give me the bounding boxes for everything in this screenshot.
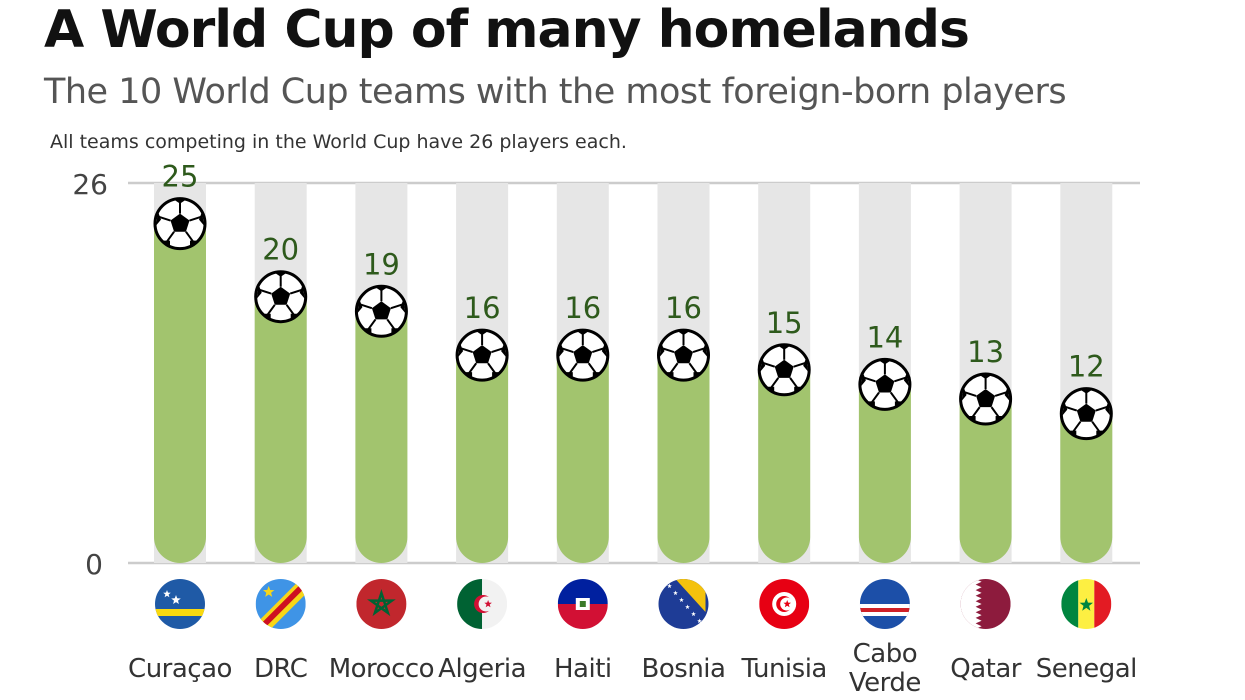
category-label-morocco: Morocco bbox=[329, 654, 434, 684]
senegal-flag-icon bbox=[1061, 579, 1112, 629]
category-label-senegal: Senegal bbox=[1036, 654, 1137, 684]
haiti-flag-icon bbox=[557, 579, 608, 629]
chart-title: A World Cup of many homelands bbox=[44, 0, 970, 60]
bar-haiti bbox=[556, 329, 609, 563]
category-label-cura-ao: Curaçao bbox=[128, 654, 232, 684]
value-label-haiti: 16 bbox=[564, 291, 601, 325]
soccer-ball-icon bbox=[556, 328, 610, 382]
value-label-cabo-verde: 14 bbox=[866, 320, 903, 354]
category-label-tunisia: Tunisia bbox=[741, 654, 827, 684]
value-label-drc: 20 bbox=[262, 233, 299, 267]
value-label-tunisia: 15 bbox=[766, 306, 803, 340]
value-label-senegal: 12 bbox=[1068, 350, 1105, 384]
soccer-ball-icon bbox=[153, 197, 207, 251]
bar-drc bbox=[254, 270, 307, 563]
drc-flag-icon bbox=[255, 579, 306, 629]
category-label-cabo-verde: Cabo Verde bbox=[849, 639, 921, 698]
bar-algeria bbox=[456, 329, 509, 563]
qatar-flag-icon bbox=[960, 579, 1011, 629]
value-label-bosnia: 16 bbox=[665, 291, 702, 325]
value-label-algeria: 16 bbox=[464, 291, 501, 325]
tunisia-flag-icon bbox=[759, 579, 810, 629]
soccer-ball-icon bbox=[455, 328, 509, 382]
bar-tunisia bbox=[758, 343, 811, 563]
category-label-qatar: Qatar bbox=[950, 654, 1022, 684]
soccer-ball-icon bbox=[1059, 387, 1113, 441]
chart-subtitle: The 10 World Cup teams with the most for… bbox=[44, 72, 1067, 112]
morocco-flag-icon bbox=[356, 579, 407, 629]
bar-cura-ao bbox=[154, 197, 206, 563]
y-tick-label-min: 0 bbox=[85, 548, 103, 581]
curacao-flag-icon bbox=[155, 579, 205, 629]
value-label-morocco: 19 bbox=[363, 247, 400, 281]
soccer-ball-icon bbox=[858, 357, 912, 411]
soccer-ball-icon bbox=[959, 372, 1013, 426]
algeria-flag-icon bbox=[457, 579, 508, 629]
bar-bosnia bbox=[657, 329, 710, 563]
cabo-verde-flag-icon bbox=[859, 579, 910, 629]
category-label-haiti: Haiti bbox=[554, 654, 612, 684]
bosnia-flag-icon bbox=[658, 579, 709, 629]
y-tick-label-max: 26 bbox=[72, 168, 108, 201]
value-label-qatar: 13 bbox=[967, 335, 1004, 369]
category-label-bosnia: Bosnia bbox=[642, 654, 726, 684]
bar-morocco bbox=[355, 285, 408, 563]
value-label-cura-ao: 25 bbox=[162, 160, 199, 194]
category-label-drc: DRC bbox=[254, 654, 307, 684]
soccer-ball-icon bbox=[254, 270, 308, 324]
chart-note: All teams competing in the World Cup hav… bbox=[50, 131, 627, 153]
bar-cabo-verde bbox=[858, 358, 911, 563]
category-label-algeria: Algeria bbox=[438, 654, 526, 684]
soccer-ball-icon bbox=[657, 328, 710, 382]
soccer-ball-icon bbox=[354, 284, 408, 338]
soccer-ball-icon bbox=[757, 343, 811, 397]
